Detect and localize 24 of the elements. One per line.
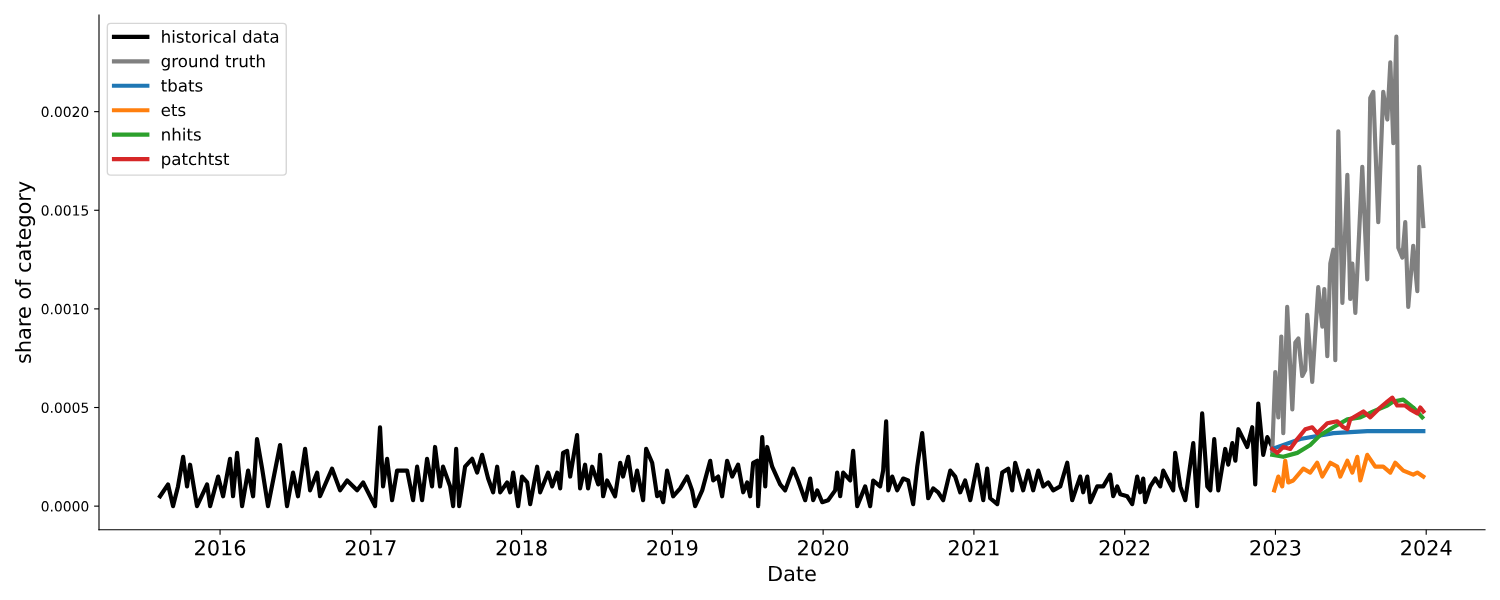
x-axis-title: Date — [769, 565, 816, 582]
legend-label: patchtst — [162, 152, 230, 169]
legend-label: ground truth — [161, 54, 265, 71]
x-tick-label: 2018 — [496, 539, 547, 556]
legend-label: ets — [161, 104, 186, 117]
y-tick-label: 0.0015 — [41, 205, 89, 216]
legend-label: tbats — [161, 78, 203, 92]
line-series — [1272, 452, 1426, 493]
x-tick-label: 2022 — [1099, 539, 1150, 556]
y-tick-label: 0.0010 — [41, 303, 89, 315]
legend-label: historical data — [162, 30, 279, 43]
x-tick-label: 2023 — [1250, 539, 1301, 556]
x-tick-label: 2016 — [195, 539, 246, 556]
x-tick-label: 2017 — [345, 539, 396, 556]
x-tick-label: 2024 — [1401, 539, 1452, 556]
x-tick-label: 2021 — [948, 539, 999, 556]
y-axis-title: share of category — [14, 181, 36, 363]
legend-label: nhits — [162, 127, 201, 141]
x-tick-label: 2019 — [647, 539, 698, 556]
y-tick-label: 0.0000 — [41, 501, 89, 512]
y-tick-label: 0.0020 — [41, 106, 89, 118]
y-tick-label: 0.0005 — [41, 402, 89, 413]
x-tick-label: 2020 — [798, 539, 849, 556]
line-series — [1270, 34, 1426, 453]
